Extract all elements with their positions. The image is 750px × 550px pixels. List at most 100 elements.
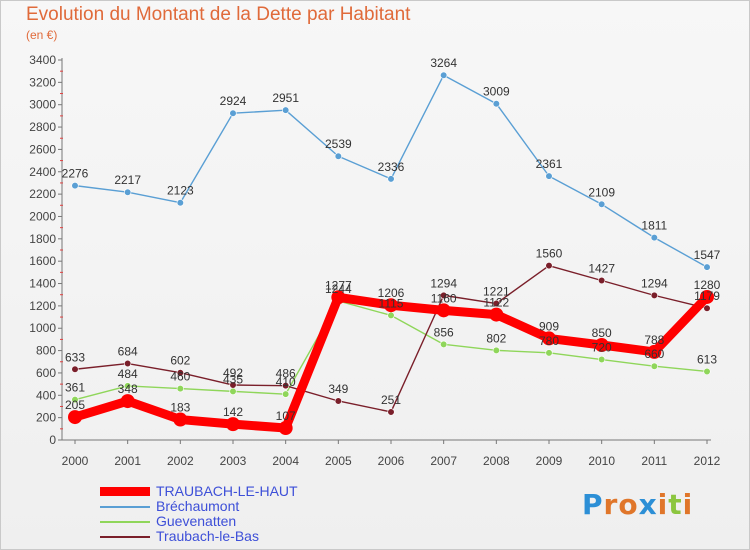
series-guevenatten-point xyxy=(598,355,606,364)
y-tick-label: 2200 xyxy=(29,187,56,201)
label-traubach-le-bas: 1294 xyxy=(430,276,457,290)
series-traubach-le-bas-point xyxy=(492,299,500,308)
y-tick-label: 3000 xyxy=(29,98,56,112)
series-traubach-le-bas-point xyxy=(387,408,395,416)
legend-item: Bréchaumont xyxy=(100,498,420,514)
series-guevenatten-point xyxy=(650,362,658,370)
series-traubach-le-bas-point xyxy=(282,382,290,390)
label-guevenatten: 361 xyxy=(65,381,85,395)
series-traubach-le-bas-point xyxy=(598,276,606,285)
y-tick-label: 200 xyxy=(36,411,56,425)
y-tick-label: 1000 xyxy=(29,321,56,335)
proxiti-logo: Proxiti xyxy=(582,488,693,521)
series-traubach-le-haut-point xyxy=(489,307,504,322)
series-traubach-le-bas-point xyxy=(229,381,237,389)
series-brechaumont-point xyxy=(387,175,395,183)
series-traubach-le-haut-point xyxy=(647,344,662,359)
series-guevenatten-point xyxy=(124,382,132,390)
series-brechaumont-point xyxy=(598,200,606,208)
y-tick-label: 1400 xyxy=(29,277,56,291)
logo-letter: P xyxy=(582,488,604,521)
series-brechaumont-point xyxy=(229,109,237,117)
series-traubach-le-haut-point xyxy=(700,289,714,304)
x-tick-label: 2012 xyxy=(694,454,721,468)
label-traubach-le-haut: 909 xyxy=(539,319,559,333)
label-traubach-le-bas: 492 xyxy=(223,366,243,380)
y-tick-label: 3400 xyxy=(29,53,56,67)
label-brechaumont: 2276 xyxy=(62,167,89,181)
legend-label: Traubach-le-Bas xyxy=(156,528,259,544)
label-traubach-le-haut: 1160 xyxy=(431,291,457,305)
legend-swatch xyxy=(100,506,150,508)
label-guevenatten: 802 xyxy=(486,331,506,345)
label-traubach-le-bas: 1179 xyxy=(694,289,720,303)
series-guevenatten-point xyxy=(71,396,79,404)
legend-item: TRAUBACH-LE-HAUT xyxy=(100,483,420,499)
legend-swatch xyxy=(100,521,150,523)
series-guevenatten-point xyxy=(545,349,553,357)
label-guevenatten: 720 xyxy=(592,341,612,355)
chart-subtitle: (en €) xyxy=(26,28,58,42)
label-guevenatten: 1244 xyxy=(325,282,352,296)
y-tick-label: 2400 xyxy=(29,165,56,179)
x-tick-label: 2007 xyxy=(430,454,457,468)
logo-letter: i xyxy=(682,488,694,521)
label-traubach-le-bas: 1560 xyxy=(536,247,563,261)
x-tick-label: 2005 xyxy=(325,454,352,468)
series-traubach-le-bas-point xyxy=(71,365,79,373)
legend-swatch xyxy=(100,536,150,538)
label-brechaumont: 3009 xyxy=(483,85,510,99)
x-tick-label: 2003 xyxy=(220,454,247,468)
chart-title: Evolution du Montant de la Dette par Hab… xyxy=(26,4,411,25)
label-brechaumont: 2361 xyxy=(536,157,563,171)
x-tick-label: 2011 xyxy=(641,454,667,468)
series-brechaumont-point xyxy=(334,152,342,160)
label-traubach-le-haut: 1206 xyxy=(378,286,405,300)
x-tick-label: 2002 xyxy=(167,454,194,468)
label-brechaumont: 2924 xyxy=(220,94,247,108)
label-traubach-le-bas: 602 xyxy=(170,354,190,368)
label-guevenatten: 780 xyxy=(539,334,559,348)
label-brechaumont: 2217 xyxy=(114,173,141,187)
series-traubach-le-haut-point xyxy=(68,410,82,425)
label-guevenatten: 660 xyxy=(644,347,664,361)
legend-item: Guevenatten xyxy=(100,513,420,529)
label-brechaumont: 2539 xyxy=(325,137,352,151)
x-tick-label: 2001 xyxy=(114,454,141,468)
label-traubach-le-bas: 684 xyxy=(118,345,138,359)
label-traubach-le-bas: 1294 xyxy=(641,276,668,290)
x-tick-label: 2004 xyxy=(272,454,299,468)
label-brechaumont: 2123 xyxy=(167,184,194,198)
label-guevenatten: 856 xyxy=(434,325,454,339)
label-guevenatten: 410 xyxy=(276,375,296,389)
series-brechaumont-point xyxy=(492,100,500,108)
label-traubach-le-haut: 1122 xyxy=(483,296,509,310)
x-tick-label: 2000 xyxy=(62,454,89,468)
series-guevenatten-point xyxy=(176,384,184,393)
label-traubach-le-haut: 788 xyxy=(644,333,664,347)
y-tick-label: 800 xyxy=(36,344,56,358)
label-guevenatten: 613 xyxy=(697,352,717,366)
x-tick-label: 2008 xyxy=(483,454,510,468)
y-tick-label: 1600 xyxy=(29,254,56,268)
label-traubach-le-haut: 850 xyxy=(592,326,612,340)
series-brechaumont-point xyxy=(440,71,448,79)
y-tick-label: 400 xyxy=(36,388,56,402)
series-guevenatten-point xyxy=(387,311,395,319)
label-guevenatten: 484 xyxy=(118,367,138,381)
logo-letter: o xyxy=(618,488,639,521)
label-traubach-le-haut: 107 xyxy=(276,409,296,423)
series-traubach-le-haut-point xyxy=(542,331,556,346)
legend-label: TRAUBACH-LE-HAUT xyxy=(156,483,298,499)
label-traubach-le-haut: 183 xyxy=(170,401,190,415)
label-brechaumont: 3264 xyxy=(430,56,457,70)
series-guevenatten-point xyxy=(703,367,711,376)
y-tick-label: 3200 xyxy=(29,75,56,89)
y-tick-label: 2800 xyxy=(29,120,56,134)
legend-swatch xyxy=(100,487,150,496)
label-traubach-le-bas: 1221 xyxy=(483,285,510,299)
label-traubach-le-bas: 486 xyxy=(276,367,296,381)
label-traubach-le-haut: 348 xyxy=(118,382,138,396)
x-tick-label: 2009 xyxy=(536,454,563,468)
